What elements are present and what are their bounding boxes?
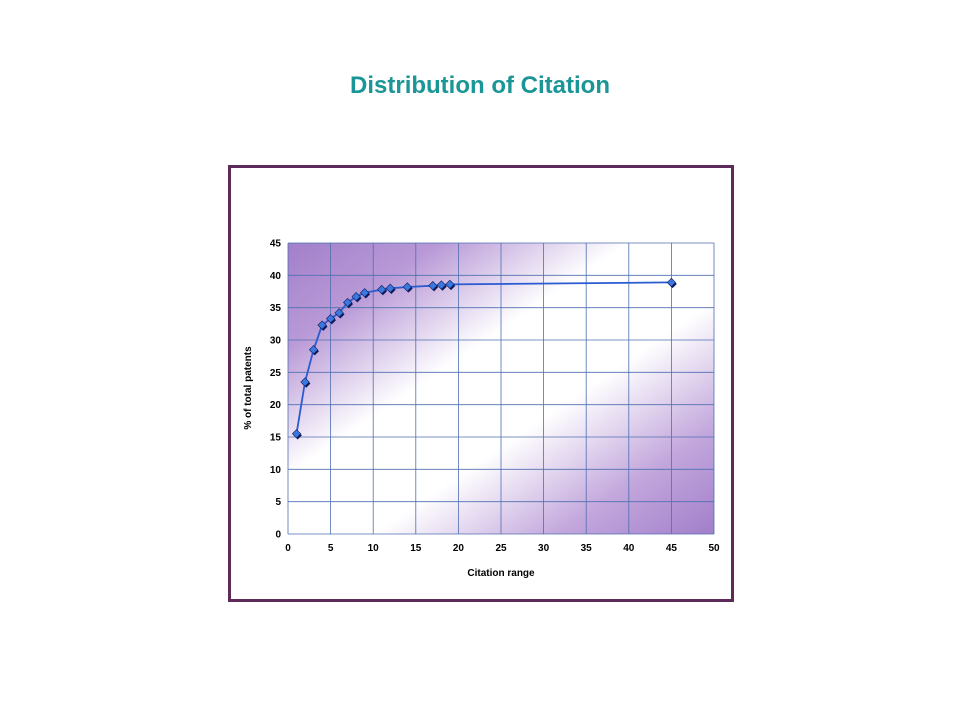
x-tick-label: 35	[581, 543, 593, 554]
y-tick-label: 20	[270, 400, 282, 411]
y-tick-labels: 0 5 10 15 20 25 30 35 40 45	[270, 239, 282, 541]
y-tick-label: 15	[270, 433, 282, 444]
data-point	[666, 277, 677, 289]
data-point	[351, 292, 362, 303]
data-point	[436, 280, 447, 291]
data-point	[300, 377, 311, 388]
data-point	[325, 314, 336, 325]
y-tick-label: 25	[270, 368, 282, 379]
y-tick-label: 40	[270, 271, 282, 282]
data-point	[308, 345, 319, 356]
x-axis-title: Citation range	[467, 568, 535, 579]
x-tick-label: 50	[708, 543, 720, 554]
data-point	[385, 283, 396, 294]
x-tick-label: 30	[538, 543, 550, 554]
grid-lines	[287, 242, 715, 535]
x-tick-label: 5	[328, 543, 334, 554]
x-tick-label: 25	[495, 543, 507, 554]
data-point	[402, 282, 413, 293]
x-tick-label: 15	[410, 543, 422, 554]
y-tick-label: 35	[270, 303, 282, 314]
x-tick-labels: 0 5 10 15 20 25 30 35 40 45 50	[285, 543, 720, 554]
data-point	[360, 288, 371, 299]
x-tick-label: 20	[453, 543, 465, 554]
x-tick-label: 10	[368, 543, 380, 554]
y-tick-label: 10	[270, 465, 282, 476]
data-point	[334, 308, 345, 319]
y-tick-label: 0	[275, 530, 281, 541]
y-tick-label: 5	[275, 497, 281, 508]
data-point	[445, 279, 456, 291]
x-tick-label: 45	[666, 543, 678, 554]
x-tick-label: 40	[623, 543, 635, 554]
y-tick-label: 45	[270, 239, 282, 250]
x-tick-label: 0	[285, 543, 291, 554]
data-point	[377, 284, 388, 296]
data-point	[291, 429, 302, 440]
data-point	[343, 297, 354, 309]
y-tick-label: 30	[270, 336, 282, 347]
y-axis-title: % of total patents	[243, 346, 254, 430]
page-title: Distribution of Citation	[350, 72, 610, 99]
data-point	[317, 320, 328, 331]
data-markers	[291, 277, 677, 440]
data-point	[428, 281, 439, 292]
chart-frame: 0 5 10 15 20 25 30 35 40 45 0 5 10 15 20 25 30 35 40 45 50 …	[228, 165, 734, 602]
